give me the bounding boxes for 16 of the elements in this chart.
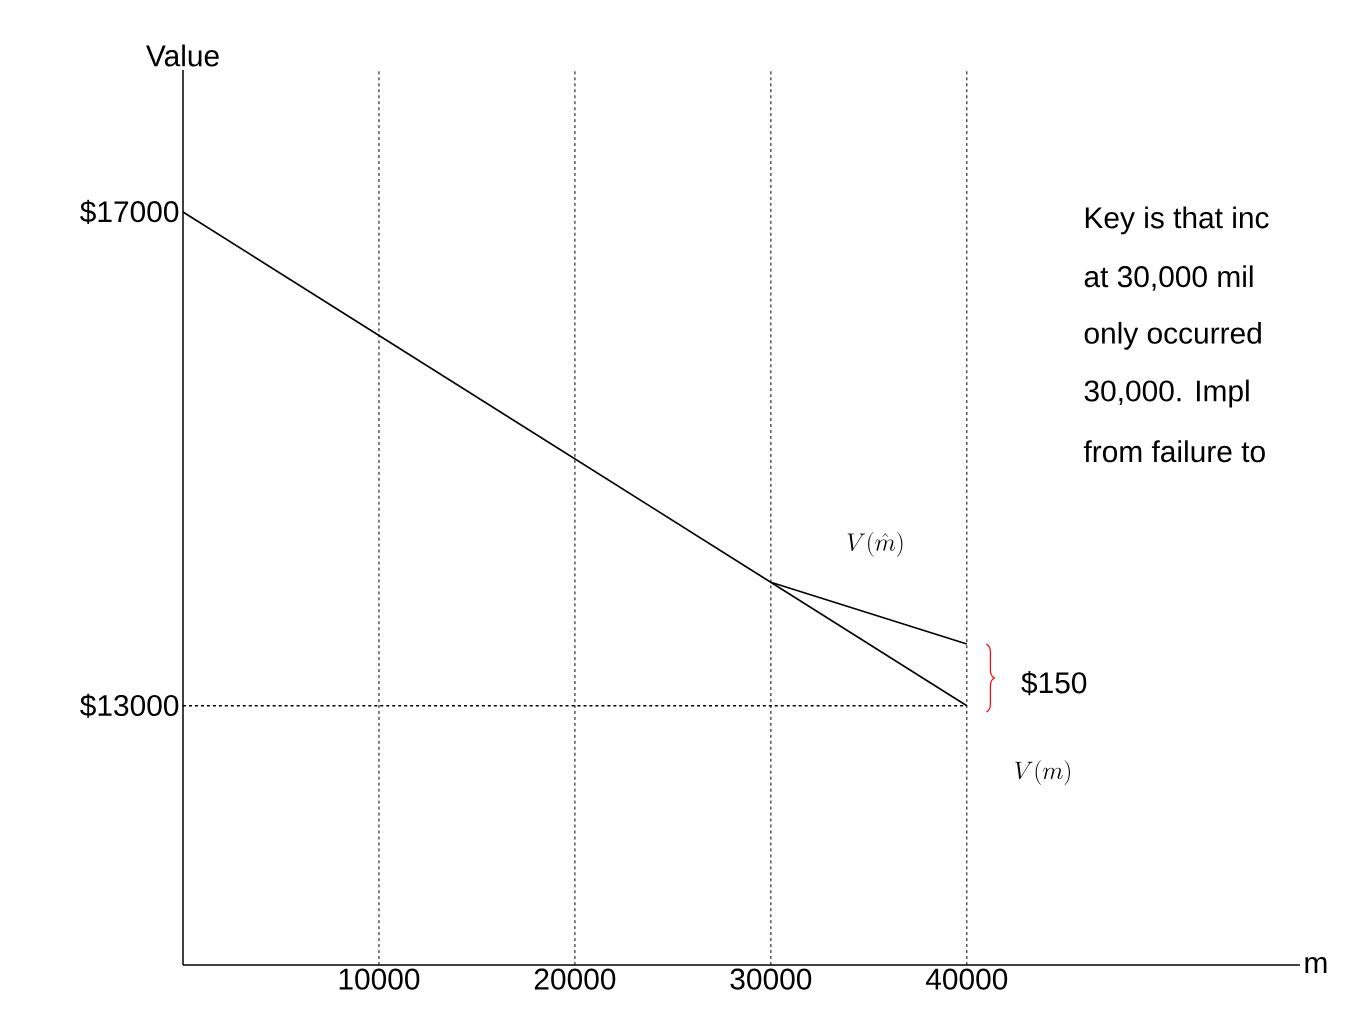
x-tick-label: 20000	[534, 968, 616, 990]
y-tick-label: $13000	[80, 693, 179, 718]
annotation: $V(m)$	[1015, 760, 1070, 785]
x-axis-title: m	[1305, 956, 1327, 974]
annotation: only occurred	[1084, 321, 1261, 350]
annotation: Key is that inc	[1085, 206, 1269, 235]
y-axis-title: Value	[146, 44, 219, 67]
annotation: 30,000. Impl	[1084, 379, 1249, 408]
annotation: at 30,000 mil	[1084, 265, 1253, 291]
x-tick-label: 30000	[730, 968, 812, 990]
annotation: $150	[1021, 670, 1087, 696]
x-tick-label: 40000	[925, 968, 1008, 990]
x-tick-label: 10000	[339, 968, 420, 990]
annotation: $V(\hat{m})$	[847, 531, 903, 557]
annotation: from failure to	[1083, 440, 1265, 463]
y-tick-label: $17000	[80, 199, 179, 225]
